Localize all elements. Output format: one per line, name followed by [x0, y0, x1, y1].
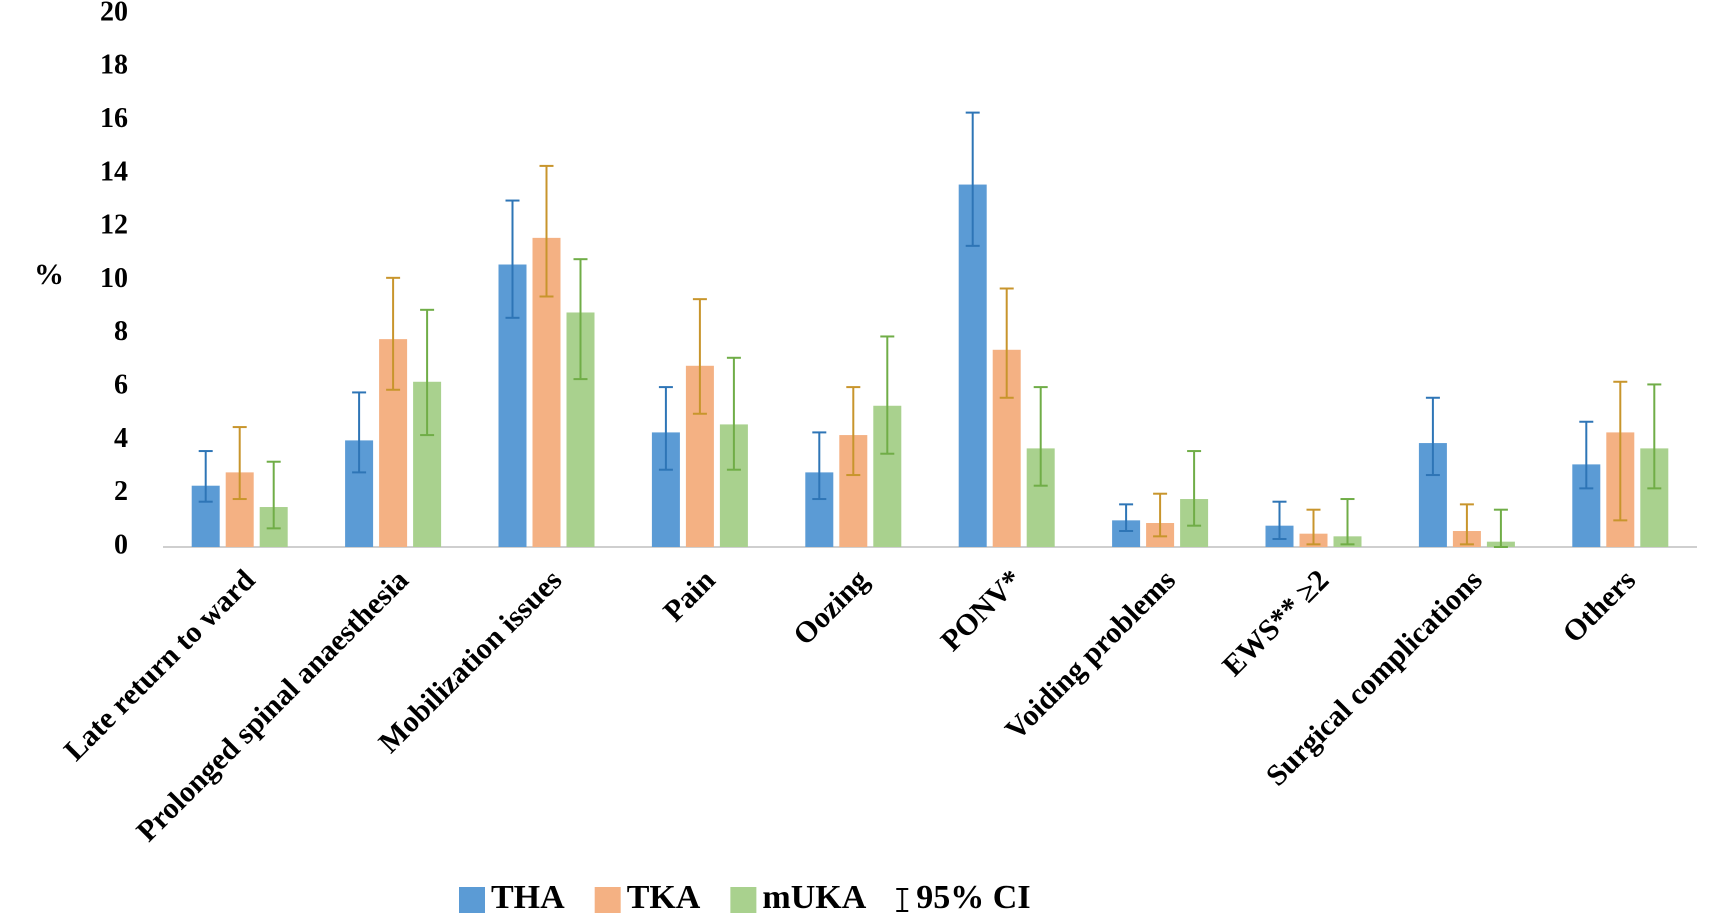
y-tick-label: 14	[100, 156, 128, 187]
error-bar	[352, 391, 367, 474]
error-bar	[420, 308, 435, 437]
legend-swatch	[730, 887, 757, 913]
legend-label: 95% CI	[916, 879, 1030, 916]
error-bar	[505, 199, 520, 319]
x-tick-label: Prolonged spinal anaesthesia	[130, 563, 415, 848]
legend-label: mUKA	[762, 879, 866, 916]
y-tick-label: 6	[114, 370, 128, 401]
x-tick-label: Pain	[657, 563, 722, 628]
x-tick-label: EWS** ≥2	[1216, 563, 1335, 682]
error-bar	[1340, 498, 1355, 546]
error-bar	[1033, 386, 1048, 487]
error-bar	[1647, 383, 1662, 490]
legend-swatch	[459, 887, 485, 913]
x-tick-label: Oozing	[787, 563, 875, 651]
y-tick-label: 0	[114, 529, 128, 560]
y-tick-label: 10	[100, 263, 128, 294]
y-tick-label: 2	[114, 476, 128, 507]
error-bar	[539, 164, 554, 298]
error-bar	[999, 287, 1014, 399]
y-tick-label: 20	[100, 0, 128, 27]
error-bar	[1272, 500, 1287, 541]
error-bar	[965, 111, 980, 247]
y-axis-label: %	[34, 258, 64, 291]
error-bar	[726, 356, 741, 471]
error-bar	[692, 298, 707, 415]
x-tick-label: Others	[1556, 563, 1642, 649]
legend-label: THA	[491, 879, 565, 916]
error-bar	[1613, 380, 1628, 522]
error-bar	[198, 450, 213, 503]
legend-swatch	[594, 887, 621, 913]
error-bar	[1425, 396, 1440, 477]
error-bar	[1306, 508, 1321, 546]
y-tick-label: 16	[100, 103, 128, 134]
error-bar	[573, 258, 588, 381]
error-bar	[386, 276, 401, 391]
error-bar	[1579, 420, 1594, 490]
error-bar	[846, 386, 861, 477]
error-bar	[1119, 503, 1134, 533]
error-bar	[232, 426, 247, 501]
error-bar	[658, 386, 673, 471]
error-bar	[1493, 508, 1508, 548]
error-bar	[880, 335, 895, 455]
error-bar	[266, 460, 281, 530]
error-bar	[812, 431, 827, 501]
legend-ci-icon	[896, 888, 909, 912]
y-tick-label: 8	[114, 316, 128, 347]
error-bar	[1153, 492, 1168, 538]
y-tick-label: 18	[100, 50, 128, 81]
error-bar	[1187, 450, 1202, 527]
error-bar	[1459, 503, 1474, 546]
x-tick-label: PONV*	[934, 563, 1028, 657]
x-tick-label: Voiding problems	[999, 563, 1182, 746]
y-tick-label: 4	[114, 423, 128, 454]
y-tick-label: 12	[100, 210, 128, 241]
legend-label: TKA	[627, 879, 701, 916]
